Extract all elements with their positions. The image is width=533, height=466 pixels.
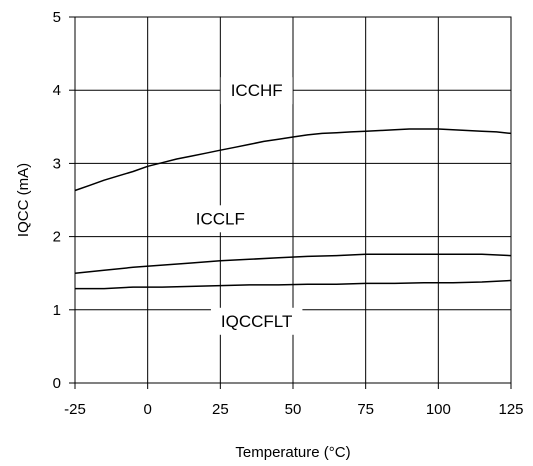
series-label-icclf: ICCLF	[196, 209, 245, 228]
y-tick-label: 4	[53, 82, 61, 99]
x-tick-label: 100	[426, 401, 451, 418]
series-line-icchf	[74, 128, 512, 192]
x-tick-label: -25	[64, 401, 86, 418]
series-label-group: ICCLF	[185, 205, 255, 233]
series-label-background	[210, 307, 303, 335]
x-tick-label: 25	[212, 401, 229, 418]
series-label-group: ICCHF	[220, 77, 293, 105]
y-tick-label: 5	[53, 9, 61, 26]
y-tick-label: 0	[53, 375, 61, 392]
series-lines	[74, 128, 512, 290]
series-line-icclf	[74, 253, 512, 274]
y-tick-label: 3	[53, 155, 61, 172]
series-label-group: IQCCFLT	[210, 307, 303, 335]
series-label-icchf: ICCHF	[231, 81, 283, 100]
series-line-iqccflt	[75, 279, 512, 290]
y-tick-label: 1	[53, 302, 61, 319]
series-labels: ICCHF ICCLF IQCCFLT	[185, 77, 303, 335]
x-tick-label: 75	[357, 401, 374, 418]
series-label-background	[220, 77, 293, 105]
series-label-iqccflt: IQCCFLT	[221, 312, 292, 331]
x-tick-label: 50	[285, 401, 302, 418]
series-label-background	[185, 205, 255, 233]
x-axis-label: Temperature (°C)	[235, 444, 350, 461]
y-axis-label: IQCC (mA)	[15, 163, 32, 237]
y-tick-label: 2	[53, 229, 61, 246]
x-tick-label: 125	[498, 401, 523, 418]
x-tick-label: 0	[143, 401, 151, 418]
